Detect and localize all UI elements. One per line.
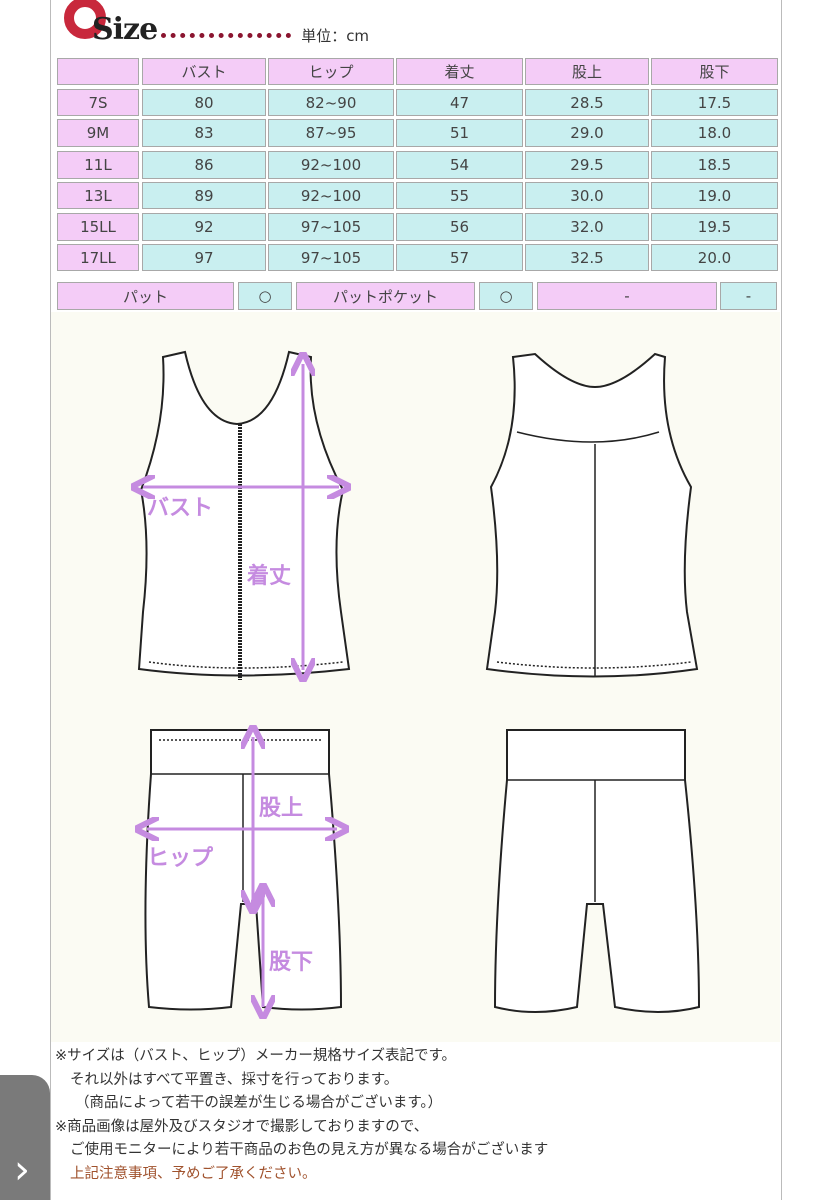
column-header: 股上 (525, 58, 649, 85)
column-header: 着丈 (396, 58, 523, 85)
table-cell: 54 (396, 151, 523, 179)
table-cell: 57 (396, 244, 523, 271)
back-top-drawing (485, 352, 699, 678)
notes: ※サイズは（バスト、ヒップ）メーカー規格サイズ表記です。 それ以外はすべて平置き… (55, 1045, 548, 1186)
bust-label: バスト (147, 496, 214, 521)
back-shorts-drawing (493, 729, 701, 1013)
table-cell: 32.0 (525, 213, 649, 241)
table-cell: 97~105 (268, 213, 394, 241)
note-warning: 上記注意事項、予めご了承ください。 (70, 1165, 317, 1182)
table-cell: 80 (142, 89, 266, 116)
table-cell: 32.5 (525, 244, 649, 271)
row-size-label: 13L (57, 182, 139, 209)
row-size-label: 11L (57, 151, 139, 179)
table-cell: 18.5 (651, 151, 778, 179)
table-cell: 30.0 (525, 182, 649, 209)
table-cell: 17.5 (651, 89, 778, 116)
table-cell: 97~105 (268, 244, 394, 271)
unit-label: 単位：cm (301, 27, 370, 45)
table-cell: 97 (142, 244, 266, 271)
rise-label: 股上 (259, 796, 304, 821)
table-cell: 19.5 (651, 213, 778, 241)
row-size-label: 17LL (57, 244, 139, 271)
table-cell: 29.5 (525, 151, 649, 179)
table-cell: 55 (396, 182, 523, 209)
note-line: ご使用モニターにより若干商品のお色の見え方が異なる場合がございます (70, 1142, 549, 1158)
note-line: ※商品画像は屋外及びスタジオで撮影しておりますので、 (55, 1118, 429, 1135)
header: Size 単位：cm (92, 4, 369, 48)
column-header: バスト (142, 58, 266, 85)
table-cell: 87~95 (268, 119, 394, 147)
table-cell: 51 (396, 119, 523, 147)
feature-value: ○ (238, 282, 292, 310)
column-header (57, 58, 139, 85)
feature-value: ○ (479, 282, 533, 310)
logo-text: Size (92, 12, 158, 47)
table-cell: 89 (142, 182, 266, 209)
table-cell: 82~90 (268, 89, 394, 116)
hip-label: ヒップ (147, 846, 214, 871)
feature-value: - (720, 282, 777, 310)
note-line: それ以外はすべて平置き、採寸を行っております。 (70, 1071, 399, 1088)
table-cell: 19.0 (651, 182, 778, 209)
table-cell: 29.0 (525, 119, 649, 147)
column-header: ヒップ (268, 58, 394, 85)
table-cell: 56 (396, 213, 523, 241)
table-cell: 92~100 (268, 182, 394, 209)
note-line: ※サイズは（バスト、ヒップ）メーカー規格サイズ表記です。 (55, 1048, 457, 1064)
column-header: 股下 (651, 58, 778, 85)
logo-dots (161, 33, 292, 38)
feature-label: パット (57, 282, 234, 310)
table-cell: 28.5 (525, 89, 649, 116)
length-label: 着丈 (247, 564, 292, 589)
inseam-label: 股下 (269, 950, 314, 975)
table-cell: 92~100 (268, 151, 394, 179)
table-cell: 18.0 (651, 119, 778, 147)
logo-icon (64, 0, 106, 39)
table-cell: 47 (396, 89, 523, 116)
table-cell: 92 (142, 213, 266, 241)
row-size-label: 7S (57, 89, 139, 116)
row-size-label: 9M (57, 119, 139, 147)
feature-label: パットポケット (296, 282, 475, 310)
next-image-button[interactable] (0, 1075, 50, 1200)
row-size-label: 15LL (57, 213, 139, 241)
table-cell: 86 (142, 151, 266, 179)
note-line: （商品によって若干の誤差が生じる場合がございます。） (75, 1095, 443, 1111)
feature-label: - (537, 282, 717, 310)
table-cell: 83 (142, 119, 266, 147)
chevron-right-icon[interactable]: › (14, 1147, 30, 1193)
table-cell: 20.0 (651, 244, 778, 271)
garment-diagram: バスト 着丈 股上 ヒップ 股下 (51, 312, 780, 1042)
